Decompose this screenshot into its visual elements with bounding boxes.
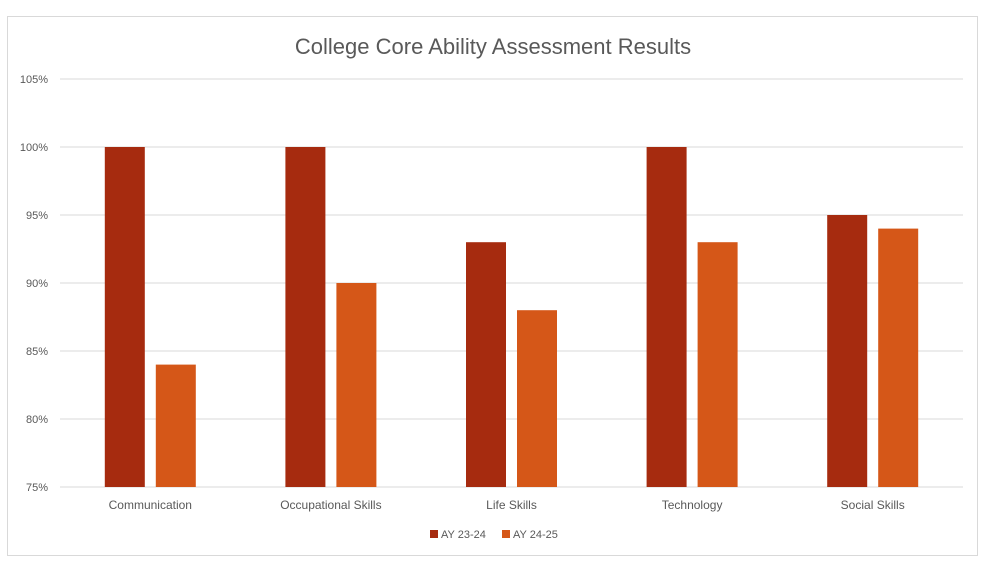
y-tick-label: 105%: [20, 74, 48, 86]
bar-ay-23-24: [646, 147, 687, 487]
y-tick-label: 80%: [26, 414, 48, 426]
x-tick-label: Occupational Skills: [280, 498, 381, 512]
bar-ay-24-25: [155, 364, 196, 487]
x-tick-label: Communication: [109, 498, 192, 512]
x-tick-label: Social Skills: [841, 498, 905, 512]
y-tick-label: 90%: [26, 278, 48, 290]
y-tick-label: 100%: [20, 142, 48, 154]
y-tick-label: 95%: [26, 210, 48, 222]
bar-ay-23-24: [466, 242, 506, 487]
bar-ay-24-25: [336, 283, 377, 487]
legend-swatch: [430, 530, 438, 538]
chart-frame: [7, 16, 978, 556]
x-tick-label: Life Skills: [486, 498, 537, 512]
bar-ay-23-24: [827, 215, 868, 487]
legend-label: AY 24-25: [513, 529, 558, 541]
x-tick-label: Technology: [662, 498, 723, 512]
legend-label: AY 23-24: [441, 529, 486, 541]
bar-ay-23-24: [104, 147, 145, 487]
bar-ay-24-25: [517, 310, 557, 487]
chart-title: College Core Ability Assessment Results: [295, 34, 691, 59]
y-tick-label: 85%: [26, 346, 48, 358]
y-tick-label: 75%: [26, 482, 48, 494]
legend-swatch: [502, 530, 510, 538]
bar-ay-23-24: [285, 147, 326, 487]
bar-ay-24-25: [878, 228, 919, 487]
bar-ay-24-25: [697, 242, 738, 487]
